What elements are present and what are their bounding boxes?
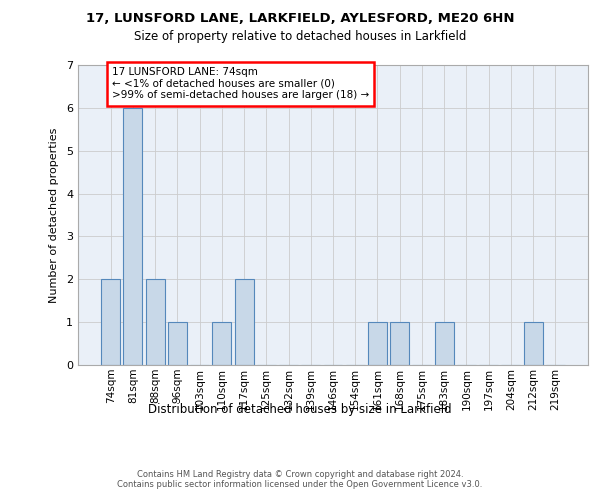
Text: 17 LUNSFORD LANE: 74sqm
← <1% of detached houses are smaller (0)
>99% of semi-de: 17 LUNSFORD LANE: 74sqm ← <1% of detache… bbox=[112, 67, 369, 100]
Text: Distribution of detached houses by size in Larkfield: Distribution of detached houses by size … bbox=[148, 402, 452, 415]
Bar bbox=[168, 322, 187, 365]
Bar bbox=[524, 322, 542, 365]
Bar bbox=[435, 322, 454, 365]
Bar bbox=[390, 322, 409, 365]
Bar bbox=[368, 322, 387, 365]
Text: Size of property relative to detached houses in Larkfield: Size of property relative to detached ho… bbox=[134, 30, 466, 43]
Y-axis label: Number of detached properties: Number of detached properties bbox=[49, 128, 59, 302]
Bar bbox=[146, 280, 164, 365]
Text: Contains HM Land Registry data © Crown copyright and database right 2024.
Contai: Contains HM Land Registry data © Crown c… bbox=[118, 470, 482, 490]
Bar bbox=[101, 280, 120, 365]
Bar bbox=[235, 280, 254, 365]
Text: 17, LUNSFORD LANE, LARKFIELD, AYLESFORD, ME20 6HN: 17, LUNSFORD LANE, LARKFIELD, AYLESFORD,… bbox=[86, 12, 514, 26]
Bar bbox=[124, 108, 142, 365]
Bar bbox=[212, 322, 231, 365]
